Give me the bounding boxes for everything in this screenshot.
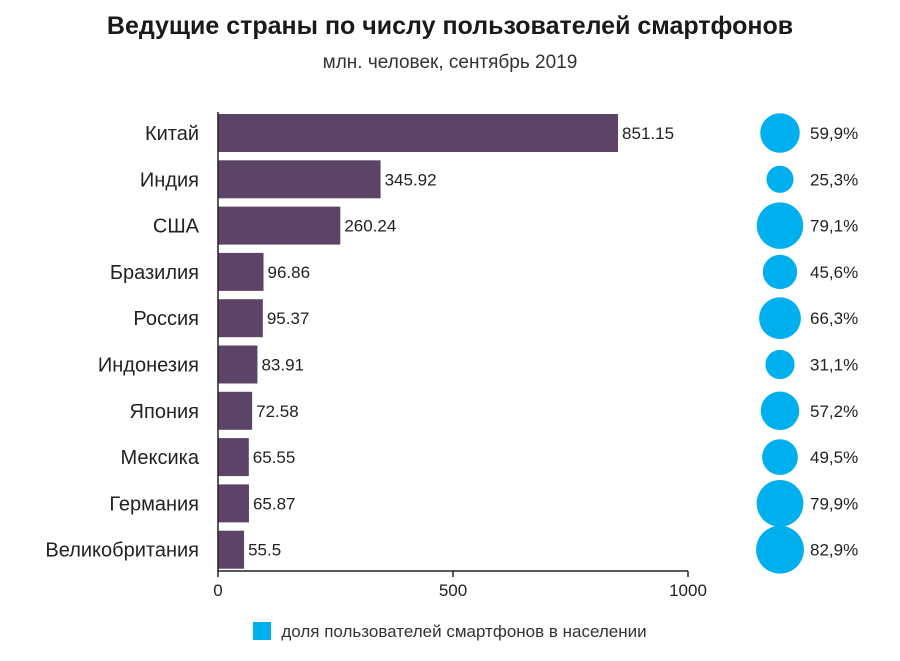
- category-label: Китай: [145, 123, 199, 145]
- value-label: 72.58: [256, 402, 299, 421]
- legend-label: доля пользователей смартфонов в населени…: [281, 622, 647, 641]
- category-label: Россия: [133, 308, 199, 330]
- category-label: Германия: [109, 493, 199, 515]
- share-label: 82,9%: [810, 541, 858, 560]
- share-bubble: [762, 254, 798, 290]
- share-label: 57,2%: [810, 402, 858, 421]
- category-label: Мексика: [121, 447, 200, 469]
- category-label: Великобритания: [45, 540, 199, 562]
- share-bubble: [762, 439, 798, 476]
- share-bubble: [760, 391, 800, 431]
- category-label: Бразилия: [110, 262, 199, 284]
- chart-subtitle: млн. человек, сентябрь 2019: [322, 52, 578, 73]
- share-bubble: [760, 113, 800, 153]
- share-label: 25,3%: [810, 170, 858, 189]
- share-label: 66,3%: [810, 309, 858, 328]
- x-tick-label: 0: [213, 581, 222, 600]
- bar: [218, 206, 341, 245]
- share-label: 45,6%: [810, 263, 858, 282]
- bar: [218, 114, 619, 152]
- share-bubble: [756, 480, 804, 527]
- category-label: Индонезия: [98, 355, 199, 377]
- share-label: 31,1%: [810, 356, 858, 375]
- share-label: 49,5%: [810, 448, 858, 467]
- share-label: 79,9%: [810, 494, 858, 513]
- category-label: США: [153, 216, 200, 238]
- category-label: Индия: [140, 169, 199, 191]
- bar: [218, 530, 245, 569]
- share-label: 79,1%: [810, 217, 858, 236]
- bar: [218, 299, 263, 338]
- legend-swatch: [253, 622, 272, 640]
- value-label: 851.15: [622, 124, 674, 143]
- value-label: 96.86: [268, 263, 311, 282]
- bar: [218, 252, 264, 291]
- bar: [218, 438, 249, 477]
- value-label: 345.92: [385, 170, 437, 189]
- bar: [218, 484, 249, 523]
- bar: [218, 345, 258, 384]
- category-label: Япония: [130, 401, 199, 423]
- value-label: 65.87: [253, 494, 296, 513]
- x-tick-label: 500: [439, 581, 467, 600]
- bar: [218, 391, 253, 430]
- legend: доля пользователей смартфонов в населени…: [0, 622, 900, 642]
- share-label: 59,9%: [810, 124, 858, 143]
- value-label: 65.55: [253, 448, 296, 467]
- x-tick-label: 1000: [669, 581, 707, 600]
- value-label: 83.91: [261, 356, 304, 375]
- value-label: 55.5: [248, 541, 281, 560]
- chart-title: Ведущие страны по числу пользователей см…: [106, 12, 794, 40]
- share-bubble: [759, 297, 801, 340]
- bar: [218, 160, 381, 199]
- value-label: 95.37: [267, 309, 310, 328]
- share-bubble: [766, 165, 794, 193]
- value-label: 260.24: [344, 217, 396, 236]
- share-bubble: [756, 525, 804, 574]
- share-bubble: [756, 202, 804, 249]
- share-bubble: [765, 349, 795, 380]
